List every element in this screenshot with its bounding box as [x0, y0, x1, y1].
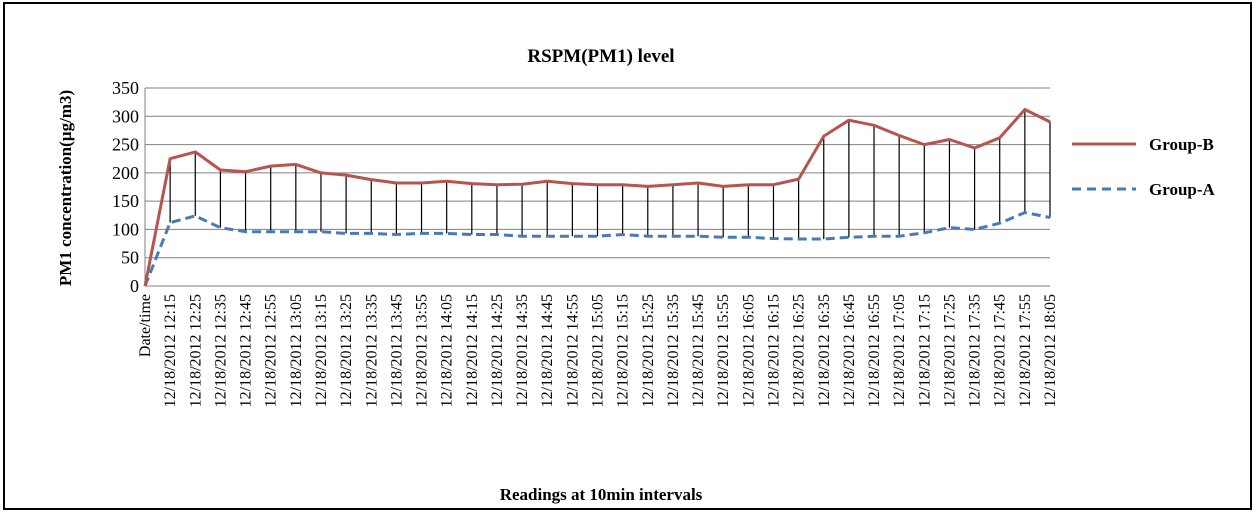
x-tick-label-5: 12/18/2012 12:55 [263, 294, 280, 407]
legend-label-group-b: Group-B [1149, 135, 1214, 154]
x-tick-label-34: 12/18/2012 17:45 [992, 294, 1009, 407]
x-tick-label-10: 12/18/2012 13:45 [388, 294, 405, 407]
legend-label-group-a: Group-A [1149, 180, 1216, 199]
x-tick-label-13: 12/18/2012 14:15 [464, 294, 481, 407]
x-tick-label-4: 12/18/2012 12:45 [238, 294, 255, 407]
x-tick-label-19: 12/18/2012 15:15 [615, 294, 632, 407]
x-tick-label-23: 12/18/2012 15:55 [715, 294, 732, 407]
y-tick-label-100: 100 [112, 219, 139, 239]
x-tick-label-25: 12/18/2012 16:15 [765, 294, 782, 407]
y-axis-title: PM1 concentration(µg/m3) [56, 90, 75, 286]
x-tick-label-35: 12/18/2012 17:55 [1017, 294, 1034, 407]
series-layer [143, 108, 1051, 287]
x-tick-label-33: 12/18/2012 17:35 [967, 294, 984, 407]
x-tick-label-32: 12/18/2012 17:25 [941, 294, 958, 407]
x-tick-label-26: 12/18/2012 16:25 [791, 294, 808, 407]
series-line-group-a [143, 211, 1051, 287]
chart-title: RSPM(PM1) level [527, 46, 674, 67]
x-tick-label-14: 12/18/2012 14:25 [489, 294, 506, 407]
x-tick-label-0: Date/time [137, 294, 154, 357]
y-tick-label-50: 50 [121, 248, 139, 268]
chart-svg: RSPM(PM1) level PM1 concentration(µg/m3)… [56, 46, 1216, 504]
x-tick-label-36: 12/18/2012 18:05 [1042, 294, 1059, 407]
y-tick-label-250: 250 [112, 135, 139, 155]
x-tick-label-30: 12/18/2012 17:05 [891, 294, 908, 407]
x-tick-label-1: 12/18/2012 12:15 [162, 294, 179, 407]
drop-lines [169, 109, 1051, 240]
x-tick-label-7: 12/18/2012 13:15 [313, 294, 330, 407]
x-tick-label-18: 12/18/2012 15:05 [590, 294, 607, 407]
x-tick-label-17: 12/18/2012 14:55 [564, 294, 581, 407]
y-tick-label-150: 150 [112, 191, 139, 211]
y-tick-label-200: 200 [112, 163, 139, 183]
x-tick-label-9: 12/18/2012 13:35 [363, 294, 380, 407]
y-tick-label-350: 350 [112, 78, 139, 98]
y-tick-labels: 0 50 100 150 200 250 300 350 [112, 78, 139, 296]
x-tick-label-22: 12/18/2012 15:45 [690, 294, 707, 407]
x-tick-label-2: 12/18/2012 12:25 [187, 294, 204, 407]
x-axis-title: Readings at 10min intervals [500, 485, 703, 504]
x-tick-label-12: 12/18/2012 14:05 [439, 294, 456, 407]
x-tick-label-11: 12/18/2012 13:55 [414, 294, 431, 407]
x-tick-label-20: 12/18/2012 15:25 [640, 294, 657, 407]
x-tick-label-3: 12/18/2012 12:35 [212, 294, 229, 407]
chart-frame: RSPM(PM1) level PM1 concentration(µg/m3)… [3, 2, 1252, 510]
y-tick-label-300: 300 [112, 106, 139, 126]
x-tick-label-15: 12/18/2012 14:35 [514, 294, 531, 407]
y-tick-label-0: 0 [130, 276, 139, 296]
series-line-group-b [143, 108, 1051, 287]
x-tick-label-27: 12/18/2012 16:35 [816, 294, 833, 407]
x-tick-label-6: 12/18/2012 13:05 [288, 294, 305, 407]
legend: Group-B Group-A [1072, 135, 1216, 199]
x-tick-label-31: 12/18/2012 17:15 [916, 294, 933, 407]
x-tick-label-28: 12/18/2012 16:45 [841, 294, 858, 407]
x-tick-label-21: 12/18/2012 15:35 [665, 294, 682, 407]
x-tick-label-8: 12/18/2012 13:25 [338, 294, 355, 407]
x-tick-label-29: 12/18/2012 16:55 [866, 294, 883, 407]
x-tick-label-16: 12/18/2012 14:45 [539, 294, 556, 407]
x-tick-label-24: 12/18/2012 16:05 [740, 294, 757, 407]
x-tick-labels: Date/time 12/18/2012 12:15 12/18/2012 12:2… [137, 294, 1059, 407]
